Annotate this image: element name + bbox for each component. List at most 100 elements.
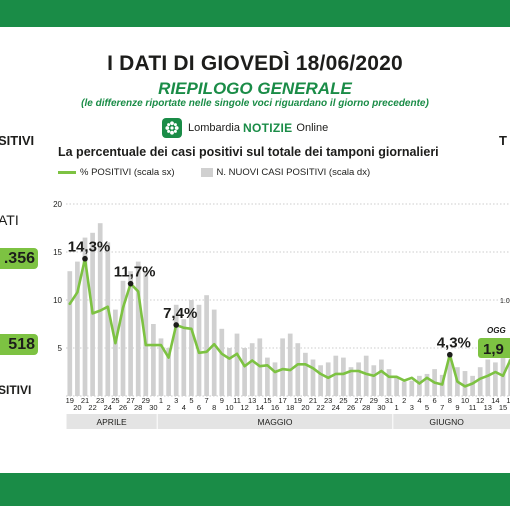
bar [128,271,133,396]
x-tick-label: 29 [370,396,378,405]
x-tick-label: 12 [476,396,484,405]
brand-online: Online [296,122,329,134]
y-left-tick: 5 [58,344,63,353]
x-tick-label: 16 [271,403,279,412]
brand-lombardia: Lombardia [188,122,240,134]
page-note: (le differenze riportate nelle singole v… [81,98,429,109]
x-tick-label: 3 [410,403,414,412]
x-tick-label: 26 [347,403,355,412]
bar [189,300,194,396]
bar [219,328,225,396]
bar [470,375,475,396]
bar [166,348,171,396]
x-tick-label: 30 [377,403,385,412]
bar [318,365,323,396]
annotation-point [127,280,134,287]
bar [508,359,510,396]
chart-legend: % POSITIVI (scala sx) N. NUOVI CASI POSI… [58,167,370,178]
bar [348,367,354,396]
legend-line-label: % POSITIVI (scala sx) [80,167,175,178]
bar [409,380,415,396]
x-tick-label: 6 [433,396,437,405]
bar [67,271,73,396]
x-tick-label: 7 [205,396,209,405]
side-left-label: ATI [0,212,19,228]
month-label: APRILE [96,417,127,427]
x-tick-label: 2 [167,403,171,412]
x-tick-label: 4 [182,403,186,412]
bar [105,242,111,396]
x-tick-label: 19 [66,396,74,405]
x-tick-label: 25 [111,396,119,405]
bar [447,352,453,396]
x-tick-label: 5 [189,396,193,405]
x-tick-label: 11 [233,396,241,405]
bar [204,295,209,396]
x-tick-label: 14 [491,396,499,405]
bar [379,359,384,396]
side-left-value-1: .356 [0,248,38,269]
month-label: GIUGNO [429,417,464,427]
side-right-heading: T [499,133,507,148]
x-tick-label: 7 [440,403,444,412]
y-left-tick: 15 [53,248,62,257]
bar [295,343,301,396]
bar [485,359,491,396]
x-tick-label: 13 [248,396,256,405]
bar [120,280,126,396]
x-tick-label: 27 [354,396,362,405]
bar [371,365,377,396]
x-tick-label: 31 [385,396,393,405]
legend-bar-label: N. NUOVI CASI POSITIVI (scala dx) [216,167,371,178]
y-right-tick: 1.0 [500,298,510,305]
x-tick-label: 24 [104,403,112,412]
x-tick-label: 20 [301,403,309,412]
x-tick-label: 15 [499,403,507,412]
bar [394,376,399,396]
bar [280,338,285,396]
x-tick-label: 19 [294,396,302,405]
x-tick-label: 25 [339,396,347,405]
bar [333,355,339,396]
brand-logo-row: Lombardia NOTIZIE Online [162,118,328,138]
top-band [0,0,510,27]
annotation-label: 4,3% [437,335,471,352]
x-tick-label: 29 [142,396,150,405]
bar [287,333,293,396]
month-band [66,414,157,429]
x-tick-label: 12 [240,403,248,412]
bar [462,371,468,396]
annotation-point [447,351,453,358]
bar [310,359,316,396]
x-tick-label: 17 [278,396,286,405]
bar [272,362,278,396]
x-tick-label: 13 [484,403,492,412]
bar [158,338,164,396]
bar [417,375,422,396]
x-tick-label: 22 [88,403,96,412]
bar [143,271,149,396]
bar [211,309,217,396]
x-tick-label: 9 [220,396,224,405]
x-tick-label: 4 [417,396,421,405]
x-tick-label: 3 [174,396,178,405]
x-tick-label: 5 [425,403,429,412]
x-tick-label: 15 [263,396,271,405]
y-left-tick: 10 [53,296,62,305]
annotation-label: 7,4% [163,305,197,322]
bar [242,348,247,396]
x-tick-label: 16 [506,396,510,405]
x-tick-label: 22 [316,403,324,412]
x-tick-label: 10 [461,396,469,405]
bar [113,309,118,396]
x-tick-label: 8 [212,403,216,412]
bar [424,373,430,396]
bar [386,369,392,396]
x-tick-label: 1 [395,403,399,412]
annotation-label: 11,7% [114,264,156,281]
x-tick-label: 24 [332,403,340,412]
month-band [157,414,393,429]
y-left-tick: 20 [53,200,62,209]
bottom-band [0,473,510,506]
